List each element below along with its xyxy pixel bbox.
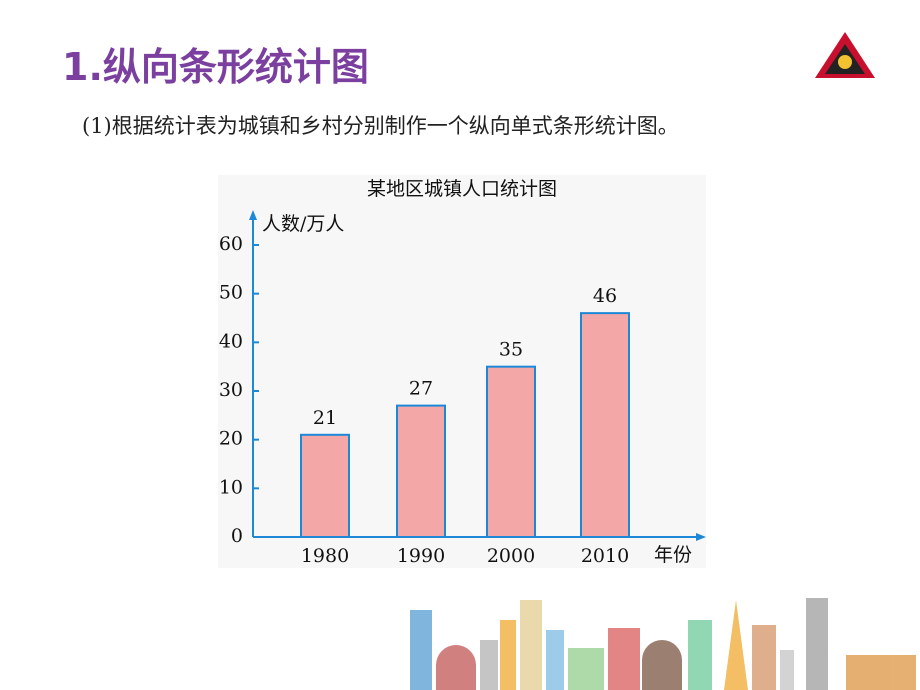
data-label: 35 [499, 339, 523, 361]
y-tick-label: 50 [219, 282, 243, 304]
y-tick-label: 40 [219, 330, 243, 352]
skyline [410, 598, 916, 690]
x-axis-label: 年份 [654, 544, 692, 566]
data-label: 21 [313, 407, 337, 429]
bar [486, 365, 536, 538]
instruction: (1)根据统计表为城镇和乡村分别制作一个纵向单式条形统计图。 [82, 114, 679, 138]
y-tick-label: 20 [219, 428, 243, 450]
data-label: 46 [593, 285, 617, 307]
slide-title: 1.纵向条形统计图 [62, 45, 369, 89]
data-label: 27 [409, 378, 433, 400]
bar [396, 404, 446, 538]
y-tick-label: 60 [219, 233, 243, 255]
y-axis-label: 人数/万人 [262, 213, 344, 235]
x-tick-label: 2000 [487, 545, 535, 567]
x-tick-label: 2010 [581, 545, 629, 567]
x-tick-label: 1990 [397, 545, 445, 567]
chart-title: 某地区城镇人口统计图 [367, 178, 557, 200]
y-tick-label: 10 [219, 476, 243, 498]
y-tick-label: 30 [219, 379, 243, 401]
x-axis-arrow [696, 533, 706, 541]
bar [300, 433, 350, 538]
y-axis-arrow [249, 210, 257, 220]
bar [580, 312, 630, 538]
x-tick-label: 1980 [301, 545, 349, 567]
logo [815, 32, 875, 78]
y-tick-label: 0 [231, 525, 243, 547]
